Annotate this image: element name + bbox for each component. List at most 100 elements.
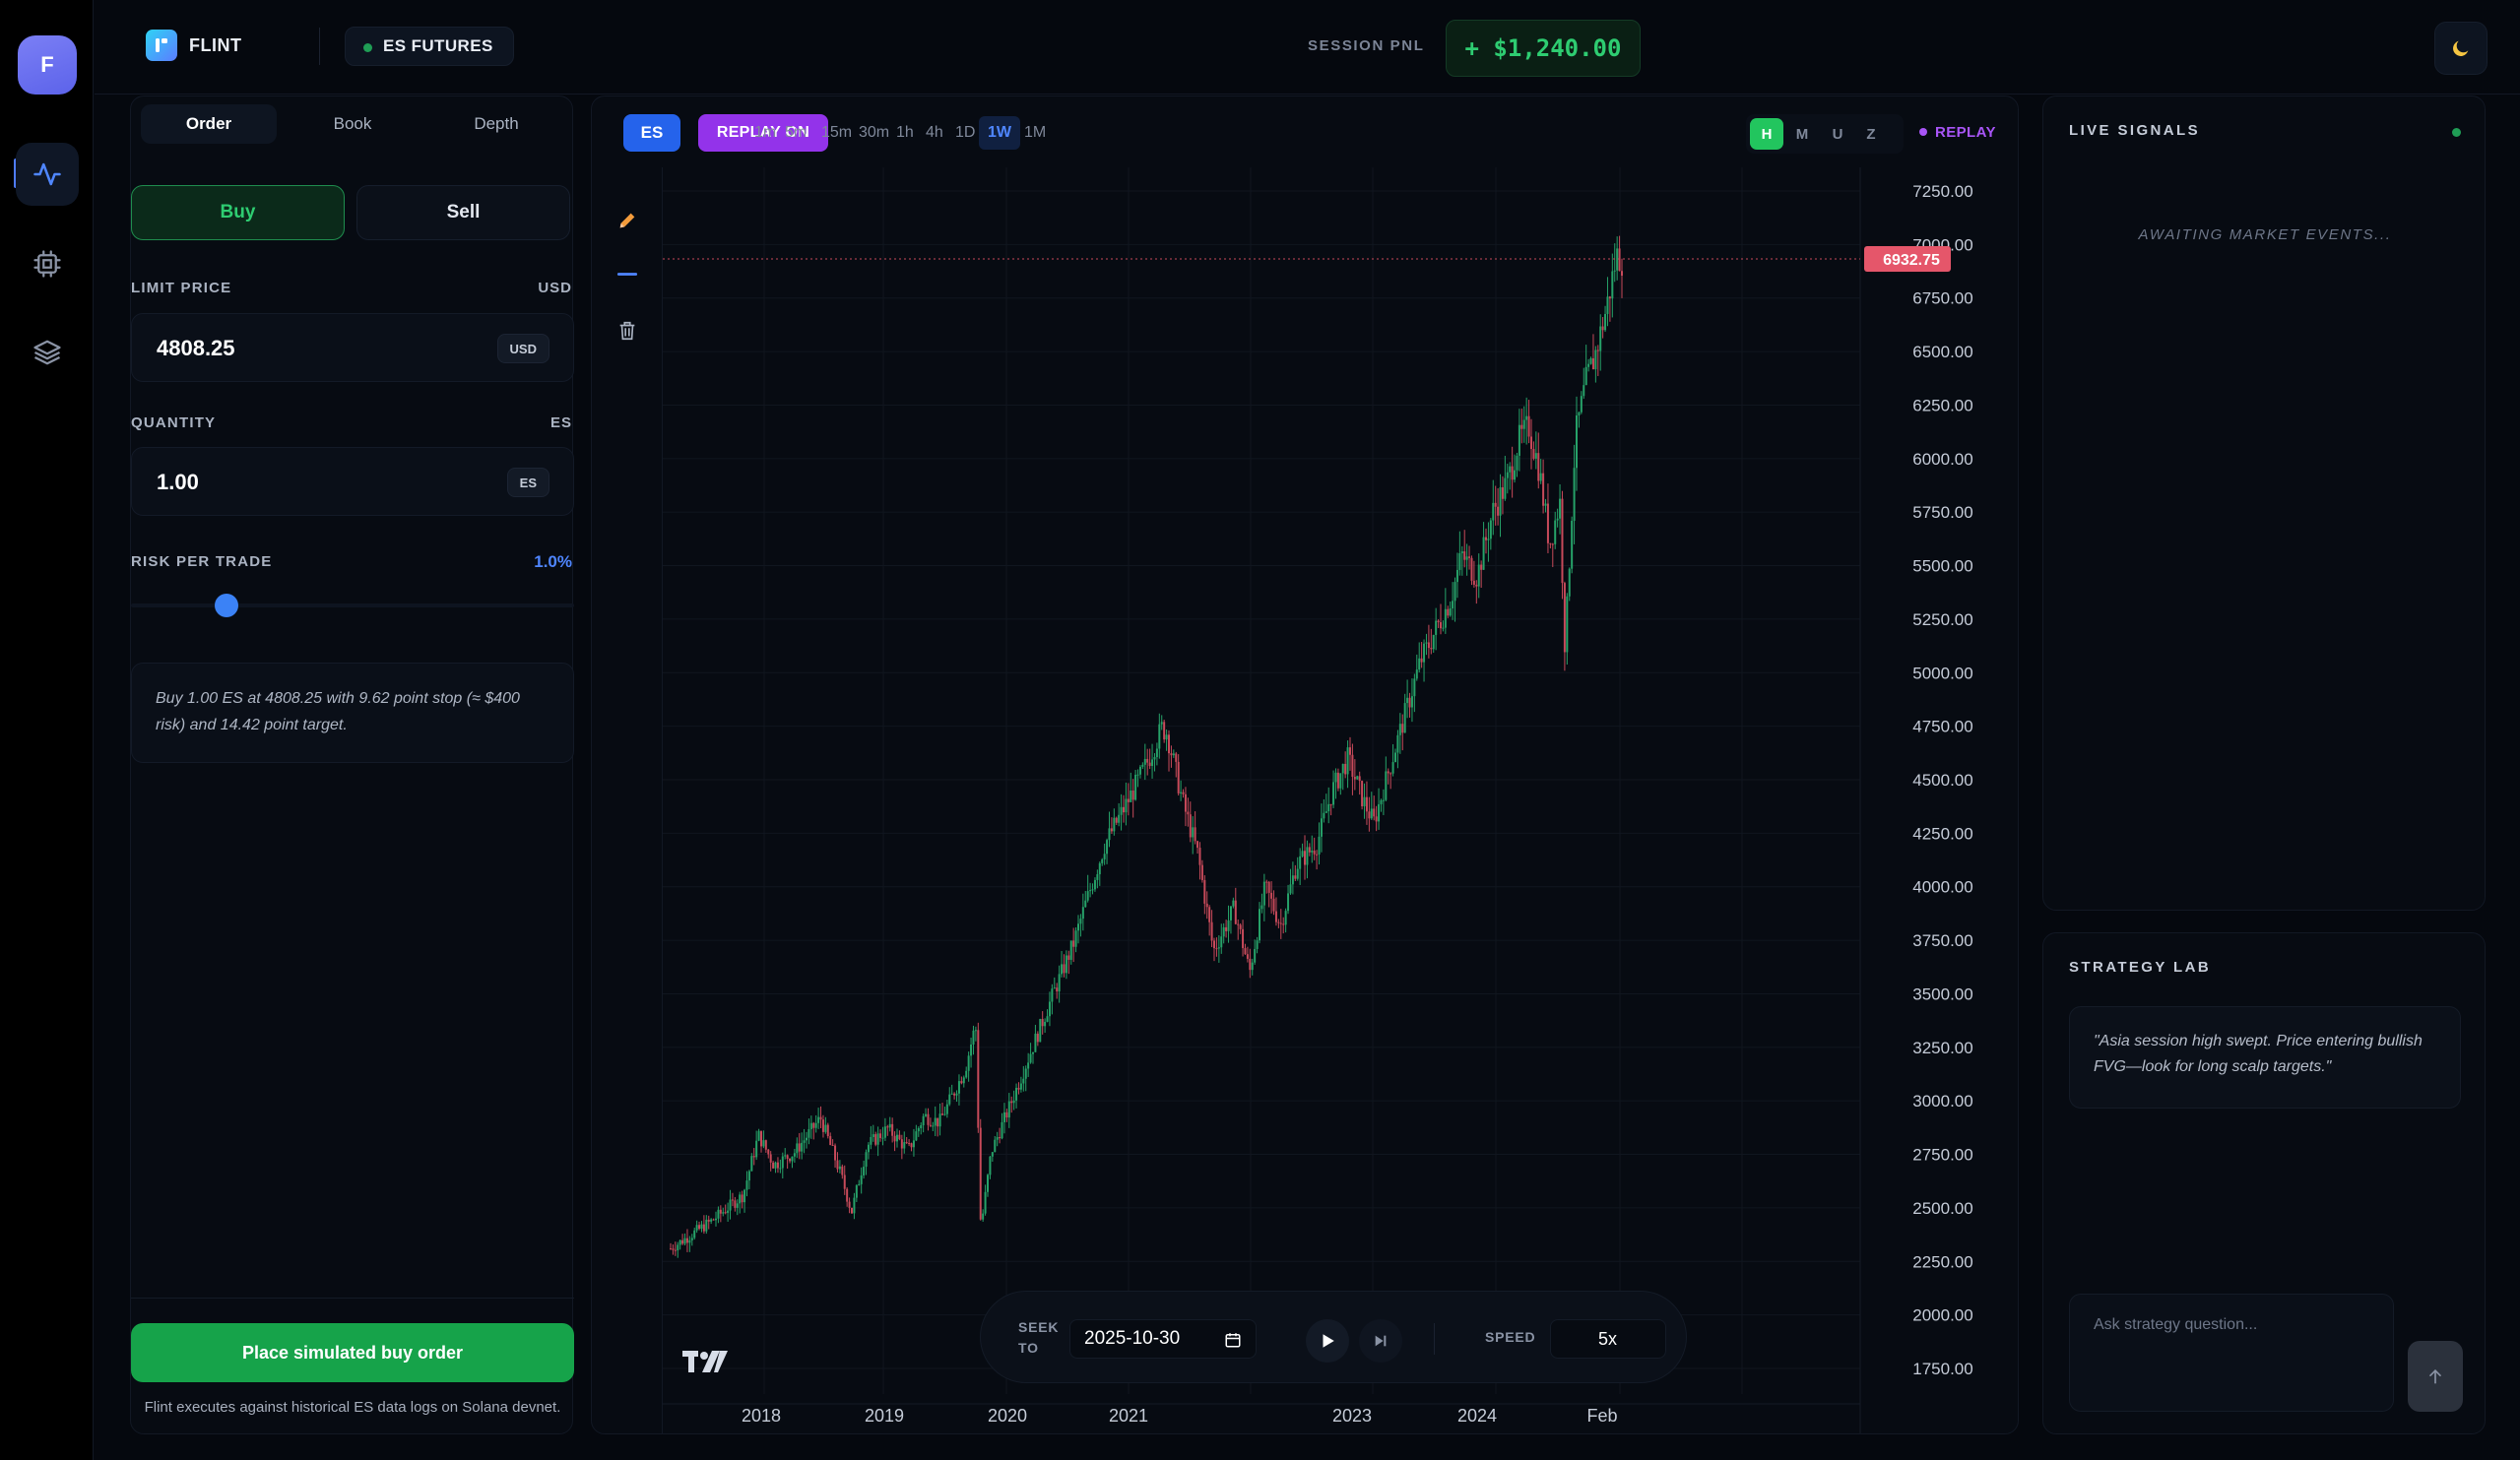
candle-body	[1287, 893, 1290, 912]
candle-body	[747, 1171, 750, 1181]
nav-cpu[interactable]	[16, 232, 79, 295]
place-order-button[interactable]: Place simulated buy order	[131, 1323, 574, 1382]
candle-body	[870, 1136, 872, 1145]
candle-body	[846, 1188, 849, 1202]
candle-body	[1024, 1068, 1027, 1079]
candle-body	[741, 1194, 743, 1203]
candle-body	[803, 1140, 806, 1143]
candle-body	[994, 1139, 997, 1153]
quantity-field[interactable]: 1.00 ES	[131, 447, 574, 516]
x-axis-tick-label: 2024	[1457, 1406, 1497, 1426]
candle-body	[1487, 539, 1490, 540]
limit-price-label: LIMIT PRICE	[131, 280, 232, 296]
timeframe-1w[interactable]: 1W	[979, 116, 1020, 150]
y-axis-tick-label: 2500.00	[1912, 1199, 1972, 1218]
month-m[interactable]: M	[1795, 125, 1809, 143]
risk-slider-track[interactable]	[131, 603, 574, 607]
timeframe-4h[interactable]: 4h	[926, 124, 943, 141]
symbol-button[interactable]: ES	[623, 114, 680, 152]
candle-body	[812, 1122, 815, 1128]
market-selector[interactable]: ES FUTURES	[345, 27, 514, 66]
month-u[interactable]: U	[1832, 125, 1843, 143]
tab-depth[interactable]: Depth	[474, 114, 519, 133]
month-h[interactable]: H	[1750, 118, 1783, 150]
candle-body	[1418, 658, 1421, 670]
nav-activity[interactable]	[16, 143, 79, 206]
candle-body	[1259, 909, 1260, 941]
candle-body	[1012, 1100, 1015, 1104]
candle-body	[1616, 248, 1619, 271]
month-z[interactable]: Z	[1866, 125, 1876, 143]
status-dot	[363, 43, 372, 52]
candle-body	[1349, 747, 1351, 755]
x-axis-tick-label: 2018	[742, 1406, 781, 1426]
tab-book[interactable]: Book	[333, 114, 372, 133]
pencil-tool[interactable]	[612, 205, 643, 236]
tab-order[interactable]: Order	[141, 104, 277, 144]
candle-body	[1244, 948, 1247, 955]
timeframe-30m[interactable]: 30m	[859, 124, 890, 141]
candle-body	[727, 1210, 730, 1214]
strategy-lab-title: STRATEGY LAB	[2069, 959, 2212, 976]
candle-body	[1172, 753, 1175, 756]
nav-layers[interactable]	[16, 321, 79, 384]
candle-body	[826, 1124, 829, 1137]
candle-body	[1594, 349, 1597, 370]
candle-body	[1041, 1019, 1044, 1027]
candle-body	[834, 1145, 837, 1161]
candle-body	[1063, 964, 1066, 974]
candle-body	[1001, 1121, 1003, 1139]
order-tabs: Order Book Depth	[131, 96, 574, 152]
candle-body	[1096, 874, 1099, 880]
theme-toggle-button[interactable]	[2434, 22, 2488, 75]
strategy-question-input[interactable]: Ask strategy question...	[2069, 1294, 2394, 1412]
timeframe-15m[interactable]: 15m	[821, 124, 853, 141]
timeframe-1m[interactable]: 1m	[754, 124, 777, 141]
candle-body	[1583, 385, 1585, 397]
candle-body	[1065, 955, 1067, 974]
timeframe-1h[interactable]: 1h	[896, 124, 914, 141]
x-axis-tick-label: 2021	[1109, 1406, 1148, 1426]
candle-body	[1415, 669, 1418, 679]
candle-body	[1267, 881, 1270, 893]
candle-body	[1599, 326, 1602, 351]
candle-body	[1604, 313, 1607, 331]
candle-body	[917, 1128, 920, 1132]
timeframe-1m[interactable]: 1M	[1024, 124, 1047, 141]
last-price-label: 6932.75	[1883, 252, 1940, 269]
y-axis-tick-label: 5500.00	[1912, 557, 1972, 576]
candle-body	[1311, 851, 1314, 853]
buy-button[interactable]: Buy	[131, 185, 345, 240]
candle-body	[955, 1093, 958, 1096]
candle-body	[922, 1115, 925, 1126]
cpu-icon	[33, 250, 61, 278]
trash-tool[interactable]	[612, 315, 643, 347]
horizontal-line-icon	[616, 273, 638, 276]
candle-body	[1136, 774, 1139, 776]
send-button[interactable]	[2408, 1341, 2463, 1412]
timeframe-1d[interactable]: 1D	[955, 124, 976, 141]
play-button[interactable]	[1306, 1319, 1349, 1363]
sell-button[interactable]: Sell	[356, 185, 570, 240]
price-chart[interactable]: 7250.007000.006750.006500.006250.006000.…	[592, 96, 2019, 1434]
avatar[interactable]: F	[18, 35, 77, 95]
candle-body	[1284, 911, 1287, 925]
replay-toggle-button[interactable]: REPLAY ON	[698, 114, 828, 152]
candle-body	[836, 1160, 839, 1170]
limit-price-field[interactable]: 4808.25 USD	[131, 313, 574, 382]
candle-body	[1048, 1001, 1051, 1017]
y-axis-tick-label: 5250.00	[1912, 610, 1972, 629]
candle-body	[1444, 608, 1447, 628]
horizontal-line-tool[interactable]	[612, 258, 643, 289]
candle-body	[1175, 753, 1178, 762]
speed-input[interactable]: 5x	[1550, 1319, 1666, 1359]
candle-body	[1452, 601, 1454, 609]
candle-body	[1225, 926, 1228, 931]
step-forward-button[interactable]	[1359, 1319, 1402, 1363]
timeframe-5m[interactable]: 5m	[785, 124, 808, 141]
calendar-icon	[1225, 1333, 1241, 1348]
candle-body	[1566, 596, 1569, 653]
candle-body	[1120, 806, 1123, 815]
risk-slider-handle[interactable]	[214, 594, 238, 617]
seek-date-input[interactable]: 2025-10-30	[1069, 1319, 1257, 1359]
